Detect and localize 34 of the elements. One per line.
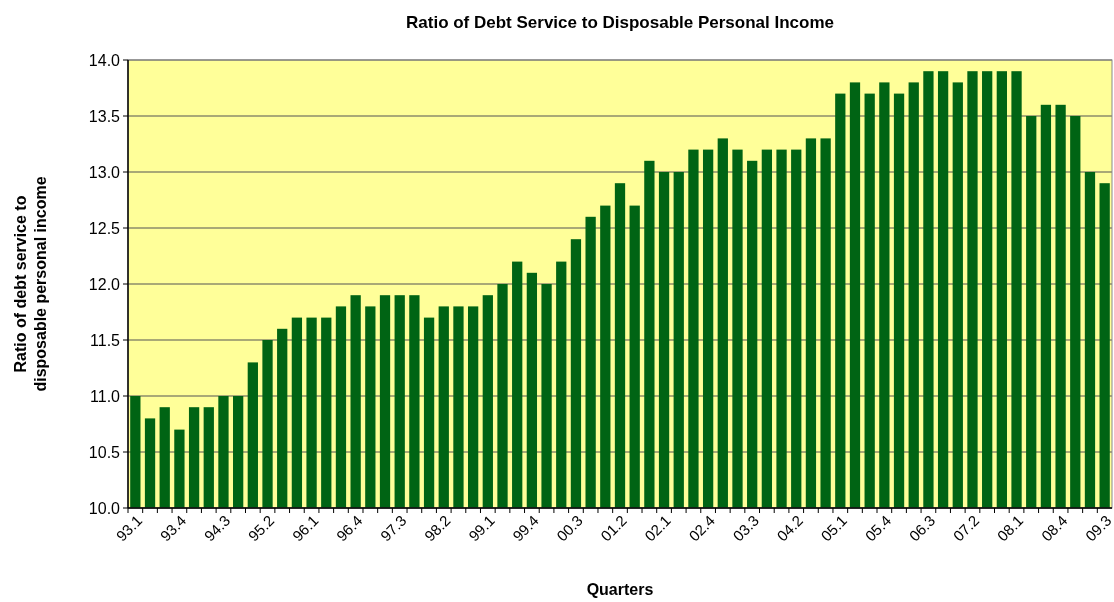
x-axis-title: Quarters: [586, 581, 654, 598]
x-tick-label: 03.3: [729, 511, 763, 545]
y-tick-label: 12.0: [88, 275, 121, 293]
x-tick-label: 00.3: [553, 511, 586, 545]
x-tick-label: 05.4: [861, 511, 895, 545]
x-tick-label: 04.2: [773, 511, 807, 545]
x-tick-label: 99.4: [509, 511, 542, 545]
y-tick-label: 14.0: [88, 51, 121, 69]
x-tick-label: 07.2: [949, 511, 983, 545]
x-tick-label: 96.4: [332, 511, 366, 545]
y-tick-label: 11.0: [90, 387, 121, 405]
y-tick-label: 13.0: [88, 163, 121, 181]
x-tick-label: 01.2: [597, 511, 630, 545]
y-axis-title: Ratio of debt service to disposable personal income: [12, 176, 49, 392]
x-tick-label: 02.1: [641, 511, 674, 545]
x-tick-label: 99.1: [464, 511, 498, 545]
x-tick-label: 98.2: [420, 511, 454, 545]
y-tick-label: 12.5: [88, 219, 121, 237]
y-tick-label: 10.5: [88, 443, 121, 461]
x-tick-label: 08.4: [1037, 511, 1071, 545]
x-tick-label: 96.1: [288, 511, 322, 545]
y-tick-label: 13.5: [88, 107, 121, 125]
x-tick-label: 94.3: [200, 511, 234, 545]
x-tick-label: 95.2: [244, 511, 278, 545]
x-tick-label: 08.1: [993, 511, 1027, 545]
x-tick-label: 09.3: [1081, 511, 1114, 545]
chart-title: Ratio of Debt Service to Disposable Personal Income: [406, 13, 834, 32]
y-tick-label: 10.0: [88, 499, 121, 517]
x-tick-label: 97.3: [376, 511, 410, 545]
x-tick-label: 02.4: [685, 511, 718, 545]
x-tick-label: 05.1: [817, 511, 851, 545]
x-tick-label: 06.3: [905, 511, 939, 545]
x-tick-label: 93.4: [156, 511, 190, 545]
y-tick-label: 11.5: [90, 331, 121, 349]
